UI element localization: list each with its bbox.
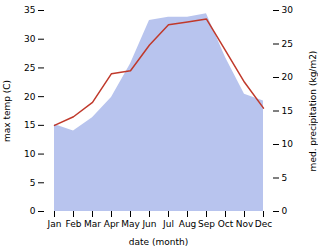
svg-text:max temp (C): max temp (C) — [2, 80, 12, 142]
svg-text:20: 20 — [24, 92, 36, 102]
svg-text:10: 10 — [24, 149, 36, 159]
svg-text:10: 10 — [282, 139, 294, 149]
svg-text:15: 15 — [24, 120, 35, 130]
svg-text:Dec: Dec — [255, 219, 272, 229]
svg-text:25: 25 — [282, 39, 293, 49]
svg-text:30: 30 — [24, 34, 36, 44]
svg-text:Feb: Feb — [66, 219, 82, 229]
svg-text:15: 15 — [282, 106, 293, 116]
svg-text:Oct: Oct — [218, 219, 234, 229]
svg-text:Apr: Apr — [104, 219, 120, 229]
svg-text:5: 5 — [282, 173, 288, 183]
svg-text:Sep: Sep — [198, 219, 215, 229]
svg-text:0: 0 — [282, 206, 288, 216]
svg-text:Jul: Jul — [162, 219, 174, 229]
svg-text:35: 35 — [24, 5, 35, 15]
svg-text:25: 25 — [24, 63, 35, 73]
svg-text:5: 5 — [30, 178, 36, 188]
svg-text:Mar: Mar — [84, 219, 101, 229]
svg-text:20: 20 — [282, 72, 294, 82]
svg-text:Jan: Jan — [47, 219, 62, 229]
svg-text:Aug: Aug — [179, 219, 197, 229]
svg-text:date (month): date (month) — [129, 237, 188, 247]
svg-text:0: 0 — [30, 206, 36, 216]
svg-text:Nov: Nov — [236, 219, 254, 229]
svg-text:Jun: Jun — [141, 219, 156, 229]
svg-text:med. precipitation (kg/m2): med. precipitation (kg/m2) — [308, 51, 318, 172]
svg-text:30: 30 — [282, 5, 294, 15]
svg-text:May: May — [121, 219, 140, 229]
